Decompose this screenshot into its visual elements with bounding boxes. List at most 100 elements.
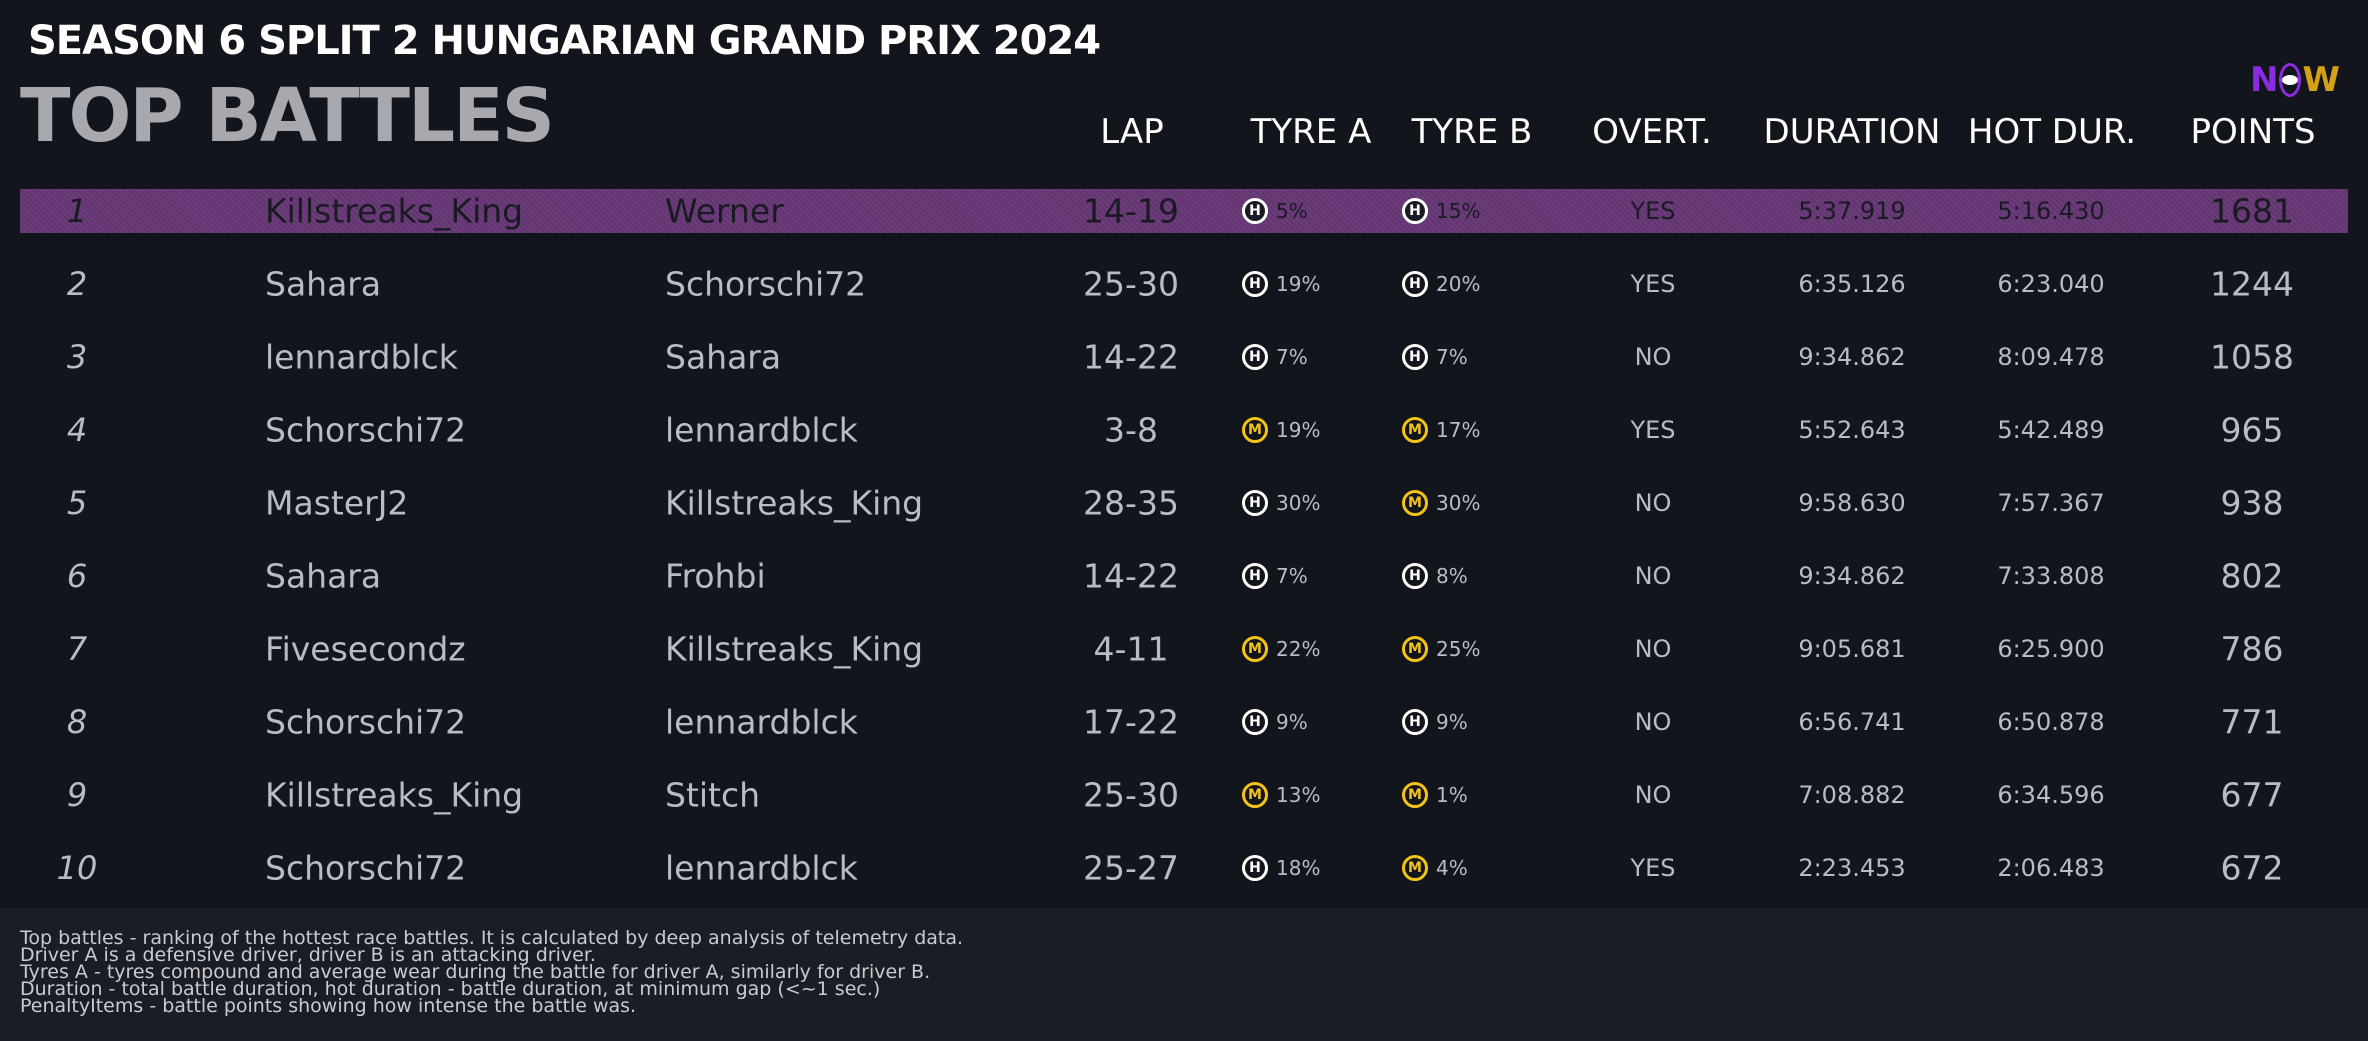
driver-b-name: lennardblck	[665, 410, 858, 450]
tyre-a-info: H 5%	[1242, 198, 1308, 224]
driver-a-name: Schorschi72	[265, 848, 467, 888]
battle-duration: 5:52.643	[1798, 416, 1906, 444]
logo-ring-icon	[2279, 63, 2302, 97]
driver-b-name: Frohbi	[665, 556, 766, 596]
table-row: 6 Sahara Frohbi 14-22 H 7% H 8% NO 9:34.862 7:33.8…	[20, 554, 2348, 598]
tyre-a-info: H 9%	[1242, 709, 1308, 735]
tyre-b-info: M 25%	[1402, 636, 1480, 662]
footer-notes: Top battles - ranking of the hottest rac…	[0, 908, 2368, 1041]
tyre-a-info: H 30%	[1242, 490, 1320, 516]
tyre-wear: 17%	[1436, 418, 1481, 442]
medium-tyre-icon: M	[1242, 636, 1268, 662]
overtake-flag: YES	[1630, 416, 1676, 444]
overtake-flag: NO	[1634, 781, 1672, 809]
column-header-lap: LAP	[1100, 112, 1164, 152]
hard-tyre-icon: H	[1402, 271, 1428, 297]
tyre-b-info: M 4%	[1402, 855, 1468, 881]
now-logo-icon: N W	[2250, 56, 2340, 104]
lap-range: 4-11	[1093, 629, 1169, 669]
overtake-flag: NO	[1634, 635, 1672, 663]
medium-tyre-icon: M	[1402, 417, 1428, 443]
tyre-a-info: H 7%	[1242, 563, 1308, 589]
driver-a-name: Sahara	[265, 264, 382, 304]
hard-tyre-icon: H	[1242, 563, 1268, 589]
driver-b-name: lennardblck	[665, 848, 858, 888]
hard-tyre-icon: H	[1242, 490, 1268, 516]
tyre-wear: 9%	[1436, 710, 1468, 734]
battle-points: 1244	[2210, 264, 2294, 304]
tyre-b-info: H 15%	[1402, 198, 1480, 224]
lap-range: 17-22	[1083, 702, 1179, 742]
driver-a-name: Killstreaks_King	[265, 775, 524, 815]
battle-points: 965	[2220, 410, 2284, 450]
rank-number: 8	[66, 703, 88, 741]
hot-duration: 7:33.808	[1997, 562, 2105, 590]
rank-number: 2	[66, 265, 88, 303]
driver-b-name: Schorschi72	[665, 264, 867, 304]
tyre-wear: 19%	[1276, 272, 1321, 296]
lap-range: 25-30	[1083, 264, 1179, 304]
hot-duration: 6:34.596	[1997, 781, 2105, 809]
tyre-b-info: M 30%	[1402, 490, 1480, 516]
battle-duration: 6:56.741	[1798, 708, 1906, 736]
lap-range: 28-35	[1083, 483, 1179, 523]
hot-duration: 7:57.367	[1997, 489, 2105, 517]
battle-duration: 9:58.630	[1798, 489, 1906, 517]
hot-duration: 6:25.900	[1997, 635, 2105, 663]
driver-a-name: Fivesecondz	[265, 629, 466, 669]
medium-tyre-icon: M	[1402, 490, 1428, 516]
tyre-a-info: M 19%	[1242, 417, 1320, 443]
tyre-a-info: M 22%	[1242, 636, 1320, 662]
tyre-b-info: H 7%	[1402, 344, 1468, 370]
tyre-a-info: M 13%	[1242, 782, 1320, 808]
table-row: 9 Killstreaks_King Stitch 25-30 M 13% M 1% NO 7:0…	[20, 773, 2348, 817]
medium-tyre-icon: M	[1242, 417, 1268, 443]
tyre-wear: 7%	[1436, 345, 1468, 369]
battle-points: 771	[2220, 702, 2284, 742]
tyre-wear: 30%	[1436, 491, 1481, 515]
battle-points: 672	[2220, 848, 2284, 888]
battle-points: 802	[2220, 556, 2284, 596]
tyre-wear: 18%	[1276, 856, 1321, 880]
hard-tyre-icon: H	[1402, 344, 1428, 370]
battle-points: 677	[2220, 775, 2284, 815]
driver-a-name: Schorschi72	[265, 410, 467, 450]
tyre-wear: 1%	[1436, 783, 1468, 807]
rank-number: 10	[56, 849, 98, 887]
rank-number: 7	[66, 630, 88, 668]
tyre-wear: 19%	[1276, 418, 1321, 442]
hot-duration: 2:06.483	[1997, 854, 2105, 882]
table-row: 5 MasterJ2 Killstreaks_King 28-35 H 30% M 30% NO…	[20, 481, 2348, 525]
battle-duration: 9:34.862	[1798, 562, 1906, 590]
driver-a-name: lennardblck	[265, 337, 458, 377]
hard-tyre-icon: H	[1242, 344, 1268, 370]
tyre-wear: 9%	[1276, 710, 1308, 734]
battle-duration: 9:34.862	[1798, 343, 1906, 371]
rank-number: 4	[66, 411, 88, 449]
column-header-tyre-b: TYRE B	[1411, 112, 1533, 152]
battle-duration: 9:05.681	[1798, 635, 1906, 663]
tyre-b-info: M 1%	[1402, 782, 1468, 808]
hard-tyre-icon: H	[1242, 198, 1268, 224]
column-header-overtake: OVERT.	[1592, 112, 1712, 152]
tyre-b-info: M 17%	[1402, 417, 1480, 443]
table-row: 10 Schorschi72 lennardblck 25-27 H 18% M 4% YES 2…	[20, 846, 2348, 890]
lap-range: 25-30	[1083, 775, 1179, 815]
driver-b-name: lennardblck	[665, 702, 858, 742]
tyre-wear: 5%	[1276, 199, 1308, 223]
battle-points: 786	[2220, 629, 2284, 669]
event-subtitle: SEASON 6 SPLIT 2 HUNGARIAN GRAND PRIX 20…	[28, 18, 1101, 64]
tyre-b-info: H 9%	[1402, 709, 1468, 735]
tyre-wear: 7%	[1276, 345, 1308, 369]
table-row: 1 Killstreaks_King Werner 14-19 H 5% H 15% YES 5:…	[20, 189, 2348, 233]
hard-tyre-icon: H	[1402, 563, 1428, 589]
tyre-b-info: H 8%	[1402, 563, 1468, 589]
column-header-points: POINTS	[2190, 112, 2316, 152]
column-header-hot-duration: HOT DUR.	[1967, 112, 2137, 152]
driver-a-name: Killstreaks_King	[265, 191, 524, 231]
overtake-flag: NO	[1634, 343, 1672, 371]
rank-number: 5	[66, 484, 88, 522]
battle-points: 938	[2220, 483, 2284, 523]
table-row: 4 Schorschi72 lennardblck 3-8 M 19% M 17% YES 5:5…	[20, 408, 2348, 452]
rank-number: 9	[66, 776, 88, 814]
